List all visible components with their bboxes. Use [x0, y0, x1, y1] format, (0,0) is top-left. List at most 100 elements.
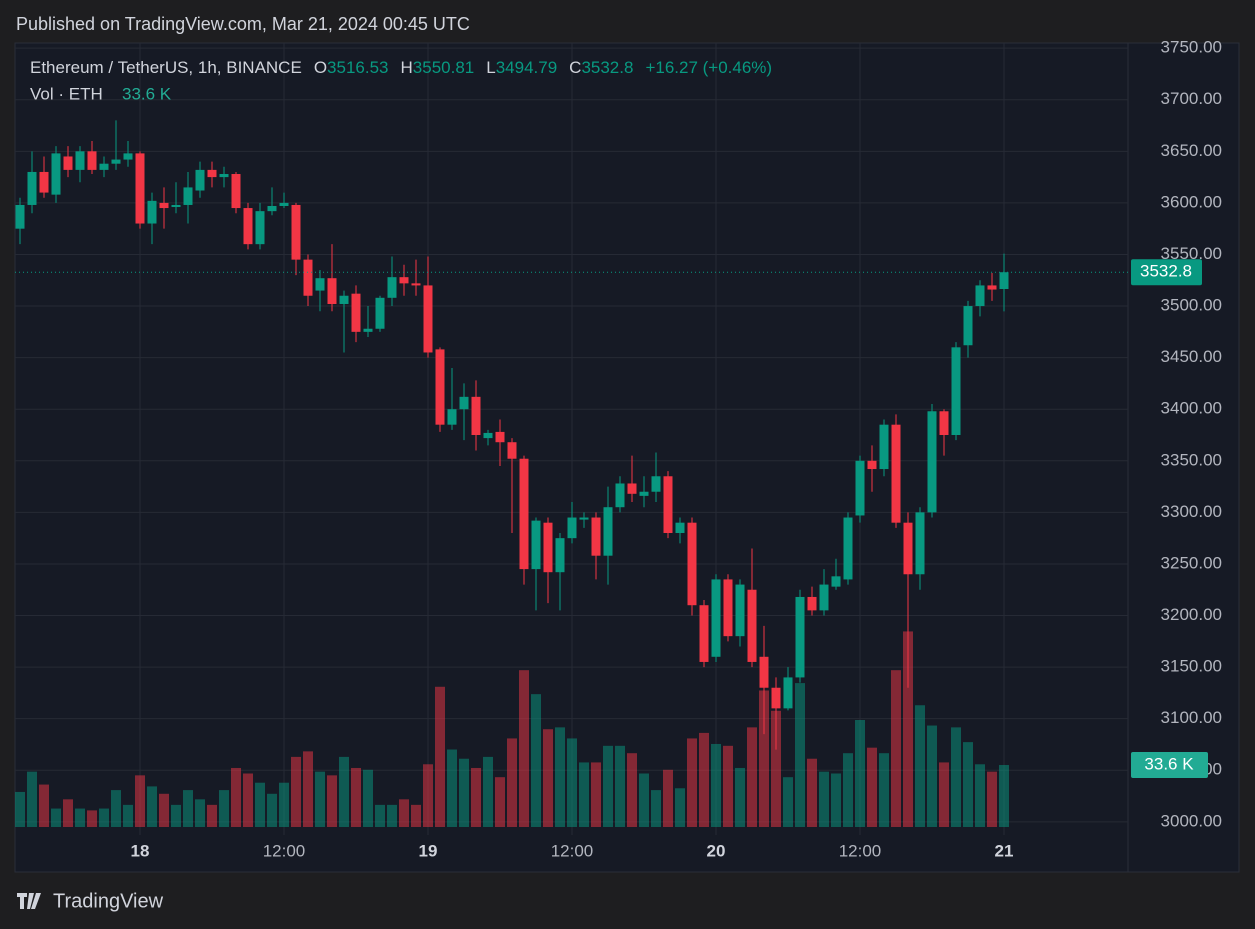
- volume-bar: [279, 782, 289, 827]
- candle-body: [111, 159, 121, 164]
- volume-bar: [411, 804, 421, 827]
- candle-body: [807, 596, 817, 611]
- candle-body: [555, 538, 565, 573]
- candle-body: [855, 460, 865, 516]
- volume-bar: [987, 771, 997, 827]
- volume-bar: [423, 764, 433, 827]
- y-tick-label: 3650.00: [1161, 141, 1222, 160]
- volume-bar: [915, 705, 925, 827]
- volume-bar: [759, 690, 769, 827]
- volume-bar: [243, 773, 253, 827]
- volume-bar: [435, 686, 445, 827]
- candle-body: [759, 656, 769, 688]
- volume-bar: [183, 790, 193, 827]
- y-tick-label: 3400.00: [1161, 399, 1222, 418]
- volume-bar: [147, 786, 157, 827]
- volume-bar: [207, 804, 217, 827]
- volume-bar: [387, 804, 397, 827]
- candle-body: [867, 460, 877, 470]
- volume-bar: [63, 799, 73, 827]
- volume-bar: [303, 751, 313, 827]
- volume-bar: [123, 804, 133, 827]
- candle-body: [543, 522, 553, 573]
- volume-bar: [891, 670, 901, 827]
- volume-bar: [579, 762, 589, 827]
- volume-bar: [627, 753, 637, 827]
- price-badge-label: 3532.8: [1140, 262, 1192, 281]
- y-tick-label: 3250.00: [1161, 553, 1222, 572]
- candle-body: [375, 297, 385, 329]
- c-value: 3532.8: [581, 58, 633, 77]
- volume-bar: [15, 791, 25, 827]
- volume-bar: [591, 762, 601, 827]
- volume-bar: [555, 727, 565, 827]
- change: +16.27 (+0.46%): [645, 58, 772, 77]
- volume-bar: [543, 729, 553, 827]
- volume-bar: [699, 732, 709, 827]
- volume-bar: [855, 719, 865, 827]
- candle-body: [735, 584, 745, 637]
- candle-body: [579, 517, 589, 520]
- volume-bar: [219, 790, 229, 827]
- candle-body: [87, 151, 97, 170]
- candle-body: [819, 584, 829, 611]
- candle-body: [951, 347, 961, 435]
- volume-bar: [483, 756, 493, 827]
- brand: TradingView: [53, 890, 164, 912]
- candle-body: [651, 476, 661, 492]
- x-tick-label: 21: [995, 841, 1014, 860]
- l-label: L: [486, 58, 495, 77]
- volume-bar: [567, 738, 577, 827]
- volume-bar: [651, 790, 661, 827]
- volume-bar: [723, 745, 733, 827]
- volume-bar: [363, 769, 373, 827]
- candle-body: [219, 174, 229, 178]
- x-tick-label: 20: [707, 841, 726, 860]
- y-tick-label: 3150.00: [1161, 657, 1222, 676]
- volume-bar: [135, 775, 145, 827]
- candle-body: [519, 458, 529, 570]
- candle-body: [315, 278, 325, 291]
- candle-body: [903, 522, 913, 575]
- candle-body: [711, 579, 721, 657]
- candle-body: [327, 278, 337, 304]
- y-tick-label: 3300.00: [1161, 502, 1222, 521]
- candle-body: [387, 277, 397, 298]
- volume-bar: [819, 771, 829, 827]
- candle-body: [927, 411, 937, 513]
- candle-body: [99, 163, 109, 170]
- pane: [14, 42, 1240, 873]
- published: Published on TradingView.com, Mar 21, 20…: [16, 14, 470, 34]
- candle-body: [231, 174, 241, 209]
- volume-bar: [531, 694, 541, 827]
- candle-body: [999, 272, 1009, 290]
- vol-title: Vol · ETH: [30, 84, 103, 103]
- o-value: 3516.53: [327, 58, 388, 77]
- volume-bar: [75, 808, 85, 827]
- candle-body: [603, 507, 613, 556]
- volume-bar: [39, 784, 49, 827]
- candle-body: [939, 411, 949, 435]
- volume-bar: [267, 793, 277, 827]
- volume-bar: [495, 777, 505, 827]
- volume-bar: [255, 782, 265, 827]
- candle-body: [279, 202, 289, 206]
- candle-body: [639, 491, 649, 496]
- candle-body: [123, 153, 133, 160]
- y-tick-label: 3350.00: [1161, 450, 1222, 469]
- candle-body: [699, 605, 709, 662]
- candle-body: [63, 156, 73, 170]
- candle-body: [267, 205, 277, 212]
- volume-bar: [51, 808, 61, 827]
- h-label: H: [401, 58, 413, 77]
- candle-body: [915, 512, 925, 575]
- candle-body: [591, 517, 601, 556]
- candle-body: [843, 517, 853, 580]
- symbol: Ethereum / TetherUS, 1h, BINANCE O3516.53…: [30, 58, 772, 77]
- volume-bar: [291, 756, 301, 827]
- candle-body: [495, 431, 505, 443]
- x-tick-label: 19: [419, 841, 438, 860]
- candle-body: [507, 442, 517, 459]
- volume-bar: [951, 727, 961, 827]
